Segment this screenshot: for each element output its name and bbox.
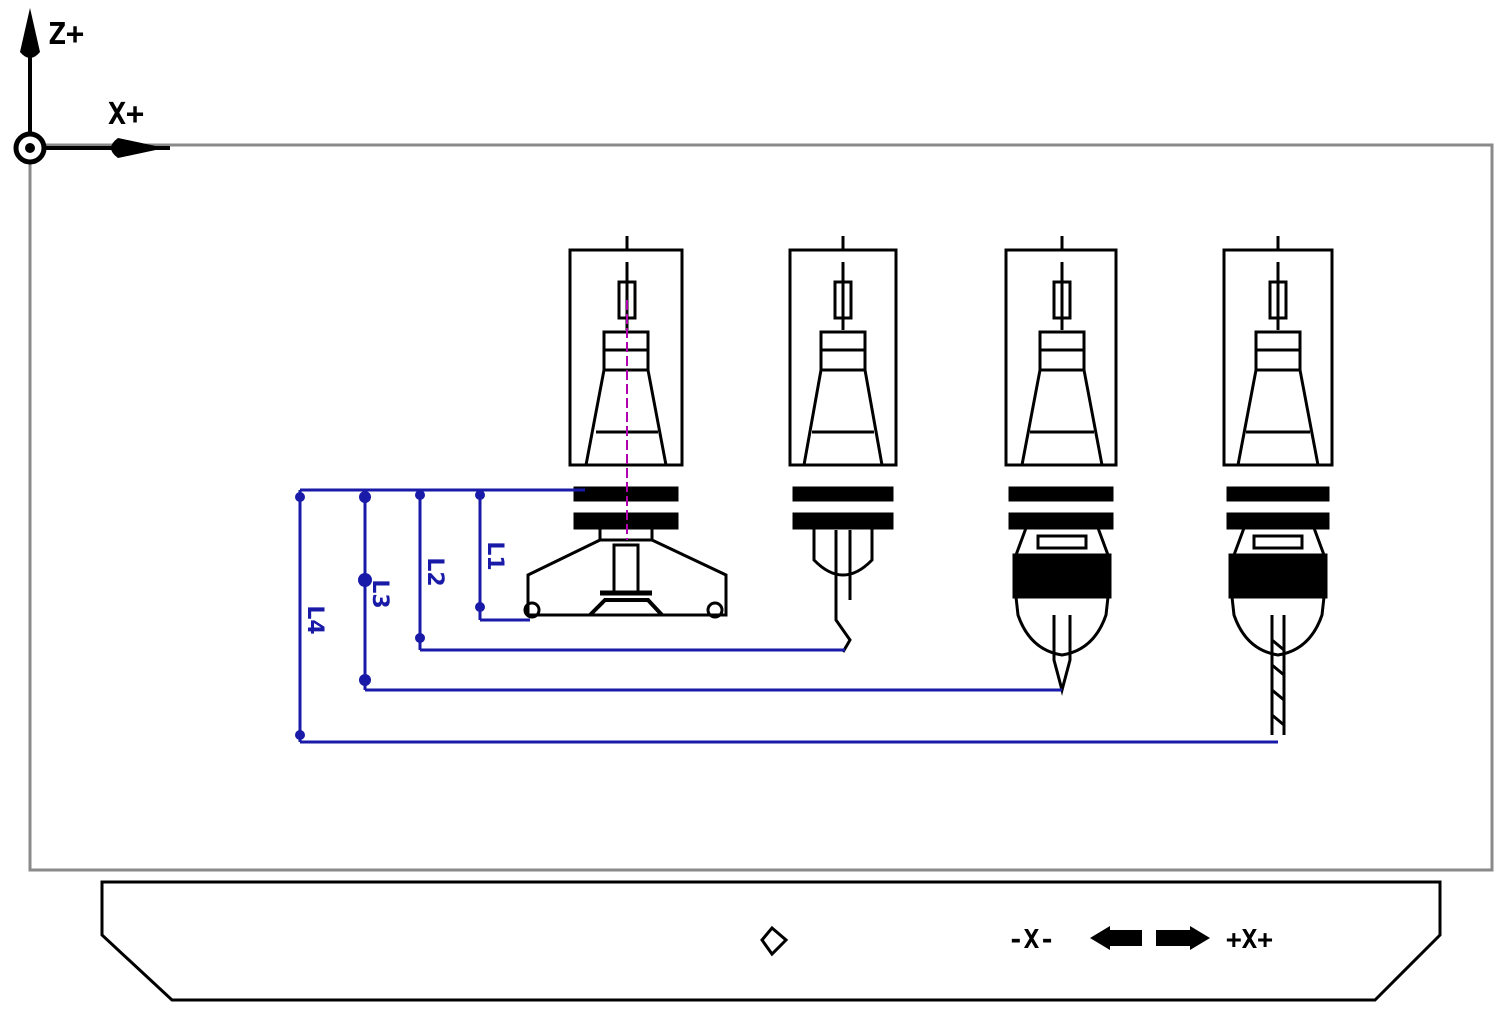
dimension-label-l2: L2 bbox=[422, 557, 447, 586]
axis-indicator: Z+ X+ bbox=[13, 8, 170, 165]
diamond-marker-icon bbox=[760, 925, 789, 957]
dimension-label-l4: L4 bbox=[302, 605, 327, 634]
tool-2-drill bbox=[788, 236, 898, 653]
x-arrow-icon bbox=[111, 138, 165, 158]
base-panel: -X- +X+ bbox=[100, 880, 1442, 1002]
x-arrows-icon bbox=[1090, 926, 1210, 950]
dimension-label-l1: L1 bbox=[482, 541, 507, 570]
z-arrow-icon bbox=[20, 8, 40, 58]
tool-3-tap bbox=[1004, 236, 1118, 696]
dimension-label-l3: L3 bbox=[367, 579, 392, 608]
dimension-lines bbox=[298, 488, 1278, 744]
dimension-arrows bbox=[295, 490, 485, 740]
minus-x-label: -X- bbox=[1008, 925, 1055, 955]
tool-4-tap bbox=[1222, 236, 1334, 735]
tool-1-face-mill bbox=[523, 236, 728, 619]
z-axis-label: Z+ bbox=[48, 17, 84, 52]
x-axis-label: X+ bbox=[108, 97, 144, 132]
machine-frame bbox=[28, 143, 1494, 872]
plus-x-label: +X+ bbox=[1226, 925, 1273, 955]
